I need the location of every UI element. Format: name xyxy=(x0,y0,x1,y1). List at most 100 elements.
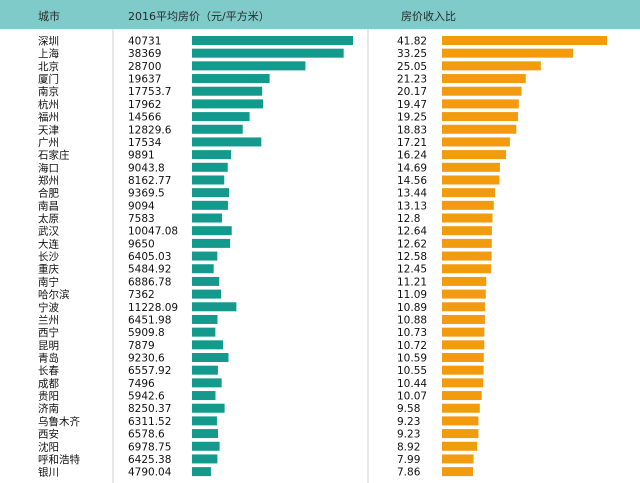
price-label: 6978.75 xyxy=(128,441,171,453)
city-label: 武汉 xyxy=(38,225,59,238)
city-label: 郑州 xyxy=(38,174,59,187)
price-bar xyxy=(192,137,262,147)
city-label: 南昌 xyxy=(38,199,59,212)
price-label: 17753.7 xyxy=(128,86,171,98)
price-bar xyxy=(192,403,225,413)
price-bar xyxy=(192,226,232,236)
ratio-label: 12.8 xyxy=(397,213,420,225)
price-label: 7583 xyxy=(128,213,155,225)
price-label: 6311.52 xyxy=(128,416,171,428)
table-row: 贵阳 5942.6 10.07 xyxy=(38,390,482,403)
city-label: 太原 xyxy=(38,212,59,225)
price-label: 9043.8 xyxy=(128,162,165,174)
price-bar xyxy=(192,276,220,286)
price-label: 11228.09 xyxy=(128,302,178,314)
ratio-bar xyxy=(442,302,485,312)
price-label: 8250.37 xyxy=(128,403,171,415)
table-row: 石家庄 9891 16.24 xyxy=(38,149,507,162)
ratio-bar xyxy=(442,289,486,299)
table-row: 大连 9650 12.62 xyxy=(38,237,492,250)
table-row: 成都 7496 10.44 xyxy=(38,378,484,390)
price-label: 6405.03 xyxy=(128,251,171,263)
price-bar xyxy=(192,124,243,134)
city-label: 银川 xyxy=(38,466,59,479)
city-label: 济南 xyxy=(38,402,59,415)
ratio-label: 10.72 xyxy=(397,340,427,352)
price-bar xyxy=(192,365,218,375)
price-bar xyxy=(192,200,228,210)
ratio-label: 7.86 xyxy=(397,467,421,479)
price-label: 17962 xyxy=(128,99,161,111)
ratio-bar xyxy=(442,264,492,274)
price-bar xyxy=(192,74,270,84)
table-row: 杭州 17962 19.47 xyxy=(38,98,519,111)
city-label: 长沙 xyxy=(38,251,59,263)
city-label: 长春 xyxy=(38,365,59,377)
ratio-label: 7.99 xyxy=(397,454,420,466)
price-label: 6425.38 xyxy=(128,454,171,466)
ratio-label: 20.17 xyxy=(397,86,427,98)
ratio-bar xyxy=(442,467,474,477)
price-bar xyxy=(192,61,306,71)
price-bar xyxy=(192,429,219,439)
price-bar xyxy=(192,314,218,324)
city-label: 杭州 xyxy=(38,98,59,111)
ratio-bar xyxy=(442,238,492,248)
header-price: 2016平均房价（元/平方米） xyxy=(128,9,270,23)
ratio-label: 13.13 xyxy=(397,200,427,212)
price-bar xyxy=(192,251,218,261)
table-row: 上海 38369 33.25 xyxy=(38,47,574,60)
ratio-bar xyxy=(442,454,474,464)
price-bar xyxy=(192,416,217,426)
ratio-bar xyxy=(442,378,484,388)
table-row: 昆明 7879 10.72 xyxy=(38,340,485,352)
price-label: 6578.6 xyxy=(128,429,165,441)
price-bar xyxy=(192,378,222,388)
city-label: 兰州 xyxy=(38,313,59,326)
header-background xyxy=(0,0,640,29)
ratio-bar xyxy=(442,340,485,350)
price-bar xyxy=(192,213,222,223)
table-row: 长沙 6405.03 12.58 xyxy=(38,251,492,263)
price-label: 12829.6 xyxy=(128,124,172,136)
price-label: 5942.6 xyxy=(128,391,165,403)
price-label: 7496 xyxy=(128,378,155,390)
city-label: 青岛 xyxy=(38,352,59,365)
ratio-bar xyxy=(442,403,480,413)
ratio-label: 41.82 xyxy=(397,36,427,48)
price-bar xyxy=(192,175,225,185)
ratio-bar xyxy=(442,314,485,324)
city-label: 南京 xyxy=(38,85,59,98)
ratio-label: 19.25 xyxy=(397,112,427,124)
city-label: 北京 xyxy=(38,60,59,73)
city-label: 海口 xyxy=(38,161,59,174)
ratio-bar xyxy=(442,61,541,71)
ratio-bar xyxy=(442,175,500,185)
ratio-label: 13.44 xyxy=(397,188,427,200)
city-label: 大连 xyxy=(38,237,59,250)
ratio-label: 12.64 xyxy=(397,226,427,238)
city-label: 贵阳 xyxy=(38,390,59,403)
price-label: 7879 xyxy=(128,340,155,352)
table-row: 合肥 9369.5 13.44 xyxy=(38,187,496,200)
city-label: 西安 xyxy=(38,428,59,441)
ratio-bar xyxy=(442,416,479,426)
ratio-label: 18.83 xyxy=(397,124,427,136)
city-label: 福州 xyxy=(38,111,59,124)
price-label: 5484.92 xyxy=(128,264,171,276)
ratio-label: 10.73 xyxy=(397,327,427,339)
ratio-bar xyxy=(442,327,485,337)
ratio-label: 14.56 xyxy=(397,175,427,187)
ratio-bar xyxy=(442,112,518,122)
price-label: 8162.77 xyxy=(128,175,171,187)
ratio-label: 12.62 xyxy=(397,238,427,250)
ratio-label: 9.58 xyxy=(397,403,420,415)
price-bar xyxy=(192,454,218,464)
ratio-bar xyxy=(442,137,510,147)
price-label: 17534 xyxy=(128,137,162,149)
table-row: 乌鲁木齐 6311.52 9.23 xyxy=(38,415,479,428)
ratio-label: 25.05 xyxy=(397,61,427,73)
table-row: 兰州 6451.98 10.88 xyxy=(38,313,485,326)
table-row: 广州 17534 17.21 xyxy=(38,137,510,149)
ratio-label: 10.88 xyxy=(397,314,427,326)
